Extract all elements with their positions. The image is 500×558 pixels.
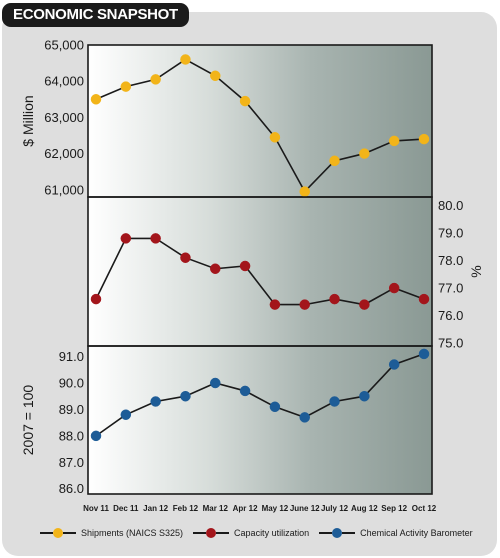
x-tick-label: Jan 12 — [143, 504, 168, 513]
data-point — [299, 299, 310, 310]
data-point — [150, 233, 161, 244]
x-tick-label: July 12 — [321, 504, 349, 513]
data-point — [180, 252, 191, 263]
y-tick-label: 91.0 — [59, 349, 84, 364]
y-tick-label: 65,000 — [44, 38, 84, 53]
data-point — [120, 81, 132, 92]
data-point — [90, 430, 102, 442]
legend-label: Capacity utilization — [234, 528, 310, 538]
y-tick-label: 61,000 — [44, 182, 84, 197]
data-point — [359, 390, 370, 402]
data-point — [90, 94, 102, 105]
data-point — [120, 409, 132, 420]
legend-line — [40, 532, 53, 534]
legend-marker — [206, 528, 217, 538]
page-title: ECONOMIC SNAPSHOT — [2, 3, 189, 27]
x-tick-label: June 12 — [290, 504, 320, 513]
y-tick-label: 87.0 — [59, 455, 84, 470]
legend-line — [216, 532, 230, 534]
data-point — [210, 263, 221, 274]
x-tick-label: Nov 11 — [83, 504, 109, 513]
y-tick-label: 64,000 — [44, 74, 84, 89]
legend-line — [193, 532, 207, 534]
legend-line — [63, 532, 76, 534]
data-point — [269, 132, 281, 143]
x-tick-label: Aug 12 — [351, 504, 378, 513]
data-point — [388, 282, 400, 294]
legend-line — [342, 532, 356, 534]
data-point — [239, 95, 251, 107]
y-tick-label: 78.0 — [438, 253, 463, 268]
y-tick-label: 90.0 — [59, 376, 84, 391]
x-tick-label: Feb 12 — [173, 504, 199, 513]
data-point — [329, 155, 340, 167]
legend-marker — [332, 528, 343, 538]
panel-2: 75.0 76.0 77.0 78.0 79.0 80.0% — [87, 196, 484, 351]
legend-label: Shipments (NAICS S325) — [81, 528, 184, 538]
legend-line — [319, 532, 333, 534]
data-point — [180, 390, 191, 402]
y-axis-label: 2007 = 100 — [20, 385, 36, 456]
y-tick-label: 63,000 — [44, 110, 84, 125]
y-tick-label: 89.0 — [59, 402, 84, 417]
y-tick-label: 80.0 — [438, 198, 463, 213]
data-point — [210, 377, 221, 389]
data-point — [120, 233, 132, 244]
y-tick-label: 75.0 — [438, 336, 463, 351]
x-tick-label: Mar 12 — [203, 504, 229, 513]
data-point — [388, 359, 400, 370]
data-point — [418, 293, 430, 305]
x-tick-label: May 12 — [262, 504, 289, 513]
panel-border — [87, 345, 433, 495]
data-point — [418, 348, 430, 360]
data-point — [210, 70, 221, 82]
y-tick-label: 76.0 — [438, 308, 463, 323]
legend-label: Chemical Activity Barometer — [360, 528, 473, 538]
y-tick-label: 79.0 — [438, 225, 463, 240]
y-tick-label: 88.0 — [59, 428, 84, 443]
data-point — [418, 133, 430, 145]
chart-legend: Shipments (NAICS S325) Capacity utilizati… — [40, 526, 480, 540]
panel-1: 61,000 62,000 63,000 64,000 65,000 $ Million — [20, 38, 433, 198]
y-tick-label: 86.0 — [59, 481, 84, 496]
y-axis-label: % — [468, 265, 484, 277]
x-tick-label: Oct 12 — [412, 504, 437, 513]
data-point — [239, 260, 251, 272]
panel-3: 86.0 87.0 88.0 89.0 90.0 91.0 2007 = 100 — [20, 345, 433, 496]
data-point — [299, 186, 310, 197]
legend-item: Capacity utilization — [193, 528, 309, 538]
data-point — [180, 54, 191, 65]
y-axis-label: $ Million — [20, 95, 36, 146]
data-point — [329, 396, 340, 407]
data-point — [359, 148, 370, 159]
y-tick-label: 77.0 — [438, 281, 463, 296]
x-tick-label: Sep 12 — [381, 504, 407, 513]
x-tick-label: Apr 12 — [233, 504, 258, 513]
data-point — [388, 135, 400, 147]
data-point — [299, 412, 310, 423]
legend-marker — [53, 528, 63, 538]
x-tick-label: Dec 11 — [113, 504, 139, 513]
legend-item: Shipments (NAICS S325) — [40, 528, 183, 538]
plot-background — [88, 45, 432, 494]
legend-item: Chemical Activity Barometer — [319, 528, 473, 538]
data-point — [150, 396, 161, 407]
series-line — [95, 353, 425, 437]
data-point — [90, 293, 102, 305]
data-point — [269, 299, 281, 310]
data-point — [239, 385, 251, 397]
data-point — [329, 293, 340, 305]
data-point — [359, 299, 370, 310]
data-point — [150, 74, 161, 85]
y-tick-label: 62,000 — [44, 146, 84, 161]
data-point — [269, 401, 281, 413]
